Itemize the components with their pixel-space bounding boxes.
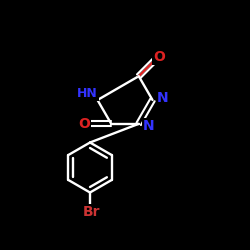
Text: O: O [78, 117, 90, 131]
Text: N: N [157, 90, 168, 104]
Text: O: O [153, 50, 165, 64]
Text: N: N [143, 119, 154, 133]
Text: HN: HN [77, 87, 98, 100]
Text: Br: Br [82, 205, 100, 219]
